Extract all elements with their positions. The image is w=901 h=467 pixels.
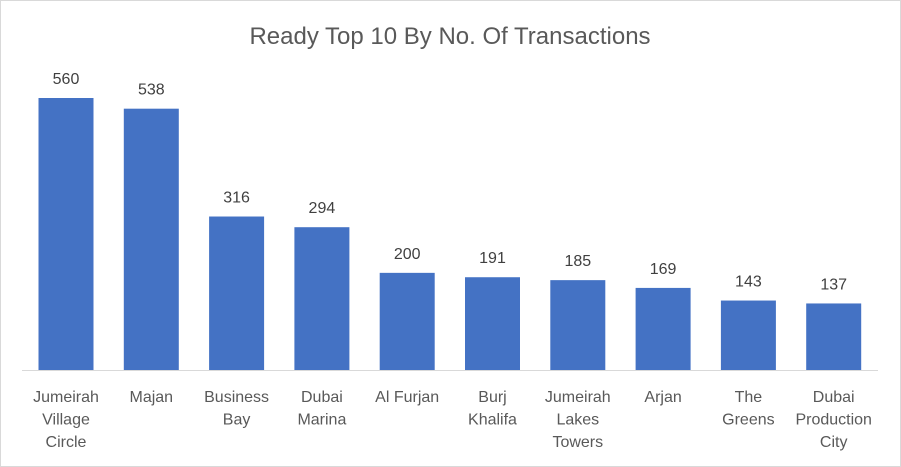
data-label: 169 xyxy=(650,261,677,278)
x-tick-label: Al Furjan xyxy=(375,389,439,406)
bar xyxy=(209,216,265,370)
x-tick-label: Burj Khalifa xyxy=(468,389,517,429)
bar xyxy=(38,98,94,370)
bar xyxy=(550,280,606,370)
data-label: 294 xyxy=(309,200,336,217)
data-label: 560 xyxy=(53,71,80,88)
bar xyxy=(123,108,179,370)
data-label: 137 xyxy=(820,276,847,293)
data-label: 316 xyxy=(223,190,250,207)
data-label: 538 xyxy=(138,82,165,99)
bar xyxy=(294,227,350,370)
data-label: 143 xyxy=(735,274,762,291)
x-tick-label: Majan xyxy=(130,389,174,406)
bar xyxy=(465,277,520,370)
bar xyxy=(806,303,862,370)
bar xyxy=(635,287,691,370)
bar xyxy=(720,300,776,370)
data-label: 185 xyxy=(564,253,591,270)
x-tick-label: The Greens xyxy=(722,389,774,429)
x-tick-label: Business Bay xyxy=(204,389,269,429)
x-tick-label: Jumeirah Village Circle xyxy=(33,389,99,451)
x-tick-label: Arjan xyxy=(644,389,681,406)
chart-title: Ready Top 10 By No. Of Transactions xyxy=(249,23,650,50)
x-tick-label: Dubai Marina xyxy=(297,389,346,429)
data-label: 200 xyxy=(394,246,421,263)
x-tick-label: Jumeirah Lakes Towers xyxy=(545,389,611,451)
x-tick-label: Dubai Production City xyxy=(795,389,872,451)
data-label: 191 xyxy=(479,250,506,267)
bar xyxy=(379,272,435,370)
